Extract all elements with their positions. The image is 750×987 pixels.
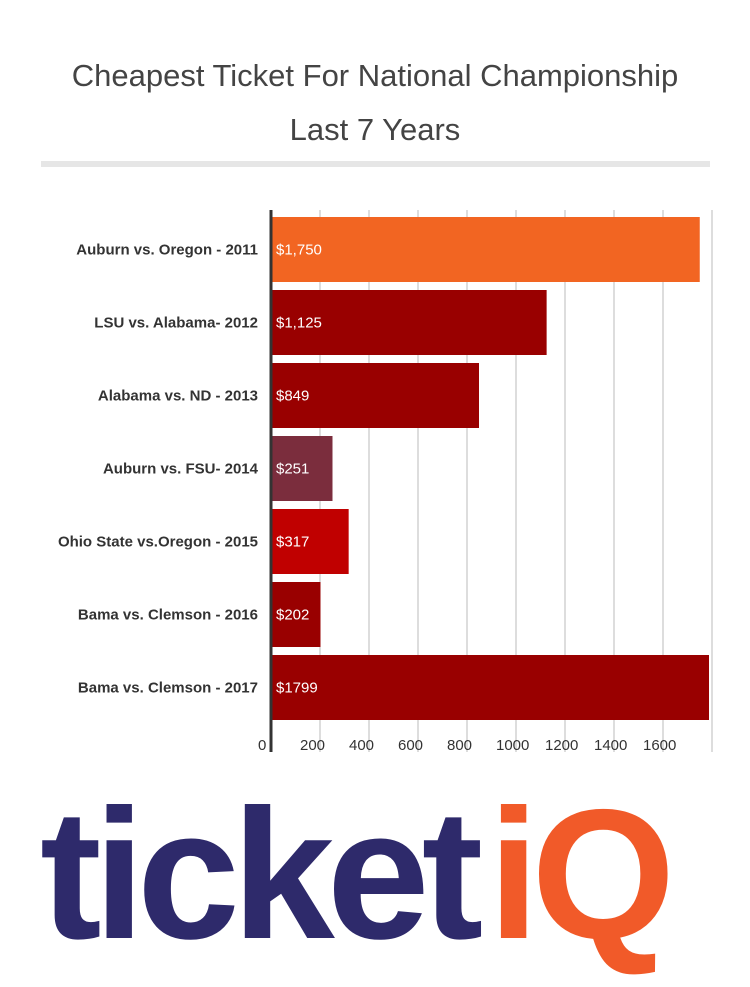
bar (271, 582, 321, 647)
bars (271, 217, 709, 720)
category-label: Ohio State vs.Oregon - 2015 (58, 534, 258, 551)
title-divider (41, 161, 710, 167)
x-tick-label: 0 (258, 737, 266, 754)
x-tick-label: 1200 (545, 737, 578, 754)
x-tick-label: 1600 (643, 737, 676, 754)
data-labels: $1,750 $1,125 $849 $251 $317 $202 $1799 (276, 242, 322, 697)
category-label: Auburn vs. Oregon - 2011 (76, 242, 258, 259)
data-label: $317 (276, 534, 309, 551)
category-label: Bama vs. Clemson - 2017 (78, 680, 258, 697)
bar (271, 436, 333, 501)
data-label: $202 (276, 607, 309, 624)
x-tick-labels: 0 200 400 600 800 1000 1200 1400 1600 (258, 737, 676, 754)
data-label: $849 (276, 388, 309, 405)
category-label: Bama vs. Clemson - 2016 (78, 607, 258, 624)
x-tick-label: 800 (447, 737, 472, 754)
data-label: $1,125 (276, 315, 322, 332)
bar (271, 363, 480, 428)
x-tick-label: 200 (300, 737, 325, 754)
bar (271, 290, 547, 355)
bar (271, 655, 709, 720)
category-label: LSU vs. Alabama- 2012 (94, 315, 258, 332)
x-tick-label: 1400 (594, 737, 627, 754)
data-label: $251 (276, 461, 309, 478)
x-tick-label: 600 (398, 737, 423, 754)
bar-chart: Auburn vs. Oregon - 2011 LSU vs. Alabama-… (58, 210, 713, 754)
x-tick-label: 1000 (496, 737, 529, 754)
x-tick-label: 400 (349, 737, 374, 754)
category-labels: Auburn vs. Oregon - 2011 LSU vs. Alabama-… (58, 242, 259, 697)
data-label: $1799 (276, 680, 318, 697)
ticketiq-logo: ticket iQ (40, 788, 676, 978)
logo-text-accent: iQ (488, 788, 668, 978)
category-label: Alabama vs. ND - 2013 (98, 388, 258, 405)
chart-title-line-2: Last 7 Years (289, 112, 461, 147)
bar (271, 509, 349, 574)
bar (271, 217, 700, 282)
logo-text-main: ticket (40, 788, 482, 978)
category-label: Auburn vs. FSU- 2014 (103, 461, 259, 478)
data-label: $1,750 (276, 242, 322, 259)
chart-title-line-1: Cheapest Ticket For National Championshi… (71, 58, 679, 93)
